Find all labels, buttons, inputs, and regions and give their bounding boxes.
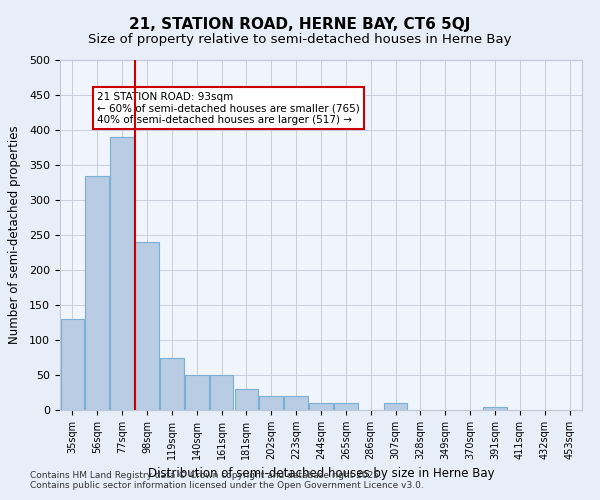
Bar <box>85 176 109 410</box>
Text: Size of property relative to semi-detached houses in Herne Bay: Size of property relative to semi-detach… <box>88 32 512 46</box>
Bar <box>235 389 258 410</box>
Bar <box>210 375 233 410</box>
Bar <box>160 358 184 410</box>
Bar <box>110 137 134 410</box>
Text: 21 STATION ROAD: 93sqm
← 60% of semi-detached houses are smaller (765)
40% of se: 21 STATION ROAD: 93sqm ← 60% of semi-det… <box>97 92 360 124</box>
Bar <box>259 396 283 410</box>
Text: 21, STATION ROAD, HERNE BAY, CT6 5QJ: 21, STATION ROAD, HERNE BAY, CT6 5QJ <box>130 18 470 32</box>
Bar <box>185 375 209 410</box>
Y-axis label: Number of semi-detached properties: Number of semi-detached properties <box>8 126 21 344</box>
Bar <box>384 403 407 410</box>
Bar <box>284 396 308 410</box>
Bar <box>334 403 358 410</box>
Bar <box>483 406 507 410</box>
X-axis label: Distribution of semi-detached houses by size in Herne Bay: Distribution of semi-detached houses by … <box>148 468 494 480</box>
Text: Contains HM Land Registry data © Crown copyright and database right 2025.
Contai: Contains HM Land Registry data © Crown c… <box>30 470 424 490</box>
Bar <box>61 319 84 410</box>
Bar <box>135 242 159 410</box>
Bar <box>309 403 333 410</box>
